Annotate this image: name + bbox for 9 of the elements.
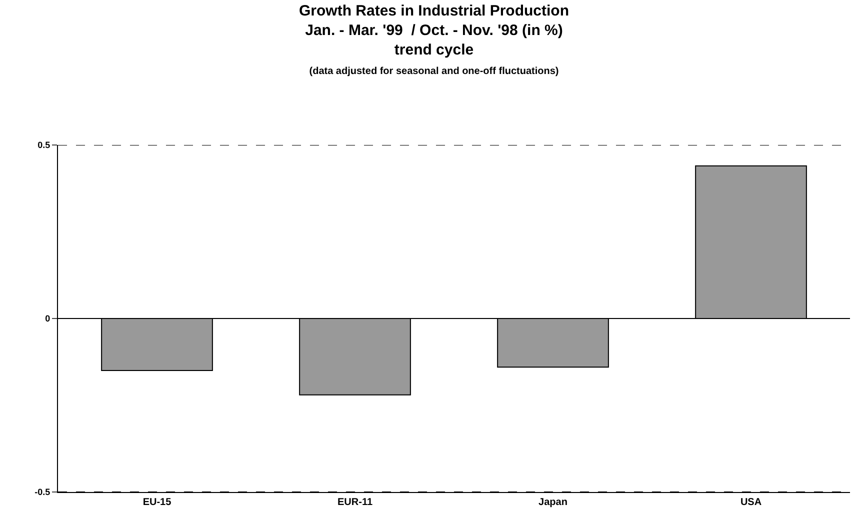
y-tick-label: -0.5 [34,487,50,498]
x-tick-label: USA [740,497,762,508]
y-tick-label: 0 [45,314,50,324]
y-tick-label: 0.5 [38,140,50,150]
chart-subtitle: (data adjusted for seasonal and one-off fluctuations) [309,66,559,78]
x-tick-label: EUR-11 [337,497,373,508]
x-tick-label: Japan [538,497,568,508]
chart-title: Growth Rates in Industrial Production Jan. - Mar. '99 / Oct. - Nov. '98 (in %) trend cycle [298,2,570,59]
x-tick-label: EU-15 [142,497,172,508]
